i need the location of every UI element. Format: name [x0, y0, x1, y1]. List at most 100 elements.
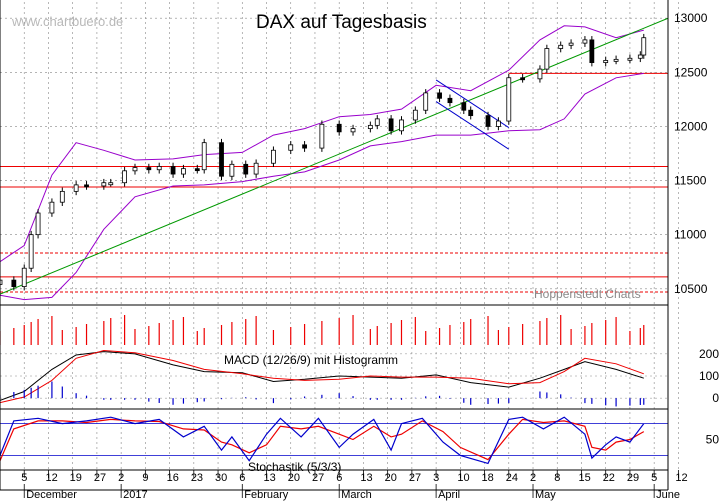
candle-body: [568, 42, 574, 46]
candle-body: [350, 128, 356, 133]
axes: 10500 11000 11500 12000 12500 13000 0 100 200 50 5…: [21, 11, 719, 501]
candle-body: [11, 279, 17, 288]
channel-line: [435, 79, 510, 128]
candle-body: [146, 167, 152, 171]
stochastic-k-line: [0, 416, 645, 465]
candle-body: [589, 39, 595, 64]
grid-lines: [0, 2, 679, 470]
candle-body: [537, 68, 543, 80]
x-day-label: 12: [45, 472, 57, 484]
macd-line: [0, 351, 644, 401]
x-day-label: 9: [142, 472, 148, 484]
x-day-label: 10: [457, 472, 469, 484]
macd-signal-line: [0, 349, 644, 404]
candle-body: [243, 163, 249, 175]
candle-body: [253, 162, 259, 175]
x-day-label: 6: [336, 472, 342, 484]
candle-body: [219, 142, 224, 177]
candle-body: [201, 142, 207, 171]
price-tick-label: 10500: [674, 282, 708, 296]
x-day-label: 3: [433, 472, 439, 484]
stochastic-panel: [0, 416, 668, 465]
x-day-label: 27: [94, 472, 106, 484]
candle-body: [423, 92, 429, 111]
candle-body: [170, 166, 176, 175]
stochastic-tick-label: 50: [706, 433, 720, 447]
price-tick-label: 12500: [674, 65, 708, 79]
month-label: March: [341, 489, 372, 501]
candle-body: [367, 124, 373, 130]
candle-body: [73, 184, 79, 192]
candle-body: [374, 118, 380, 126]
candle-body: [194, 168, 200, 172]
price-candles: [0, 33, 647, 291]
x-day-label: 13: [360, 472, 372, 484]
trend-line: [0, 17, 669, 295]
x-day-label: 8: [554, 472, 560, 484]
price-tick-label: 12000: [674, 119, 708, 133]
candle-body: [613, 58, 619, 62]
candle-body: [302, 144, 307, 149]
candle-body: [49, 201, 55, 214]
x-day-label: 16: [167, 472, 179, 484]
month-label: February: [244, 489, 289, 501]
candle-body: [447, 97, 453, 104]
macd-label: MACD (12/26/9) mit Histogramm: [224, 353, 398, 367]
candle-body: [627, 57, 633, 61]
macd-tick-label: 200: [699, 347, 719, 361]
month-label: June: [656, 489, 680, 501]
x-day-label: 2: [118, 472, 124, 484]
candle-body: [520, 77, 526, 81]
x-day-label: 27: [312, 472, 324, 484]
month-label: April: [438, 489, 460, 501]
candle-body: [399, 119, 404, 132]
candle-body: [506, 77, 512, 122]
channel-line: [435, 101, 510, 150]
chart-title: DAX auf Tagesbasis: [256, 12, 427, 33]
panel-frames: [0, 0, 669, 491]
x-day-label: 6: [239, 472, 245, 484]
macd-tick-label: 100: [699, 369, 719, 383]
candle-body: [181, 168, 186, 175]
x-day-label: 5: [21, 472, 27, 484]
x-day-label: 20: [288, 472, 300, 484]
macd-tick-label: 0: [712, 391, 719, 405]
candle-body: [582, 39, 588, 44]
source-label: Hoppenstedt Charts: [534, 287, 641, 301]
x-day-label: 19: [70, 472, 82, 484]
candle-body: [641, 37, 647, 56]
stochastic-d-line: [0, 418, 645, 461]
candle-body: [637, 54, 643, 59]
x-day-label: 5: [651, 472, 657, 484]
candle-body: [35, 212, 41, 236]
x-day-label: 23: [191, 472, 203, 484]
candle-body: [319, 123, 325, 149]
candle-body: [132, 167, 138, 172]
candle-body: [21, 267, 27, 288]
watermark: www.chartbuero.de: [11, 14, 123, 29]
candle-body: [485, 115, 491, 127]
x-day-label: 2: [530, 472, 536, 484]
candle-body: [271, 149, 276, 164]
candle-body: [288, 144, 294, 151]
candle-body: [437, 92, 442, 99]
candle-body: [84, 184, 89, 188]
candle-body: [122, 170, 128, 184]
candle-body: [336, 123, 342, 133]
stochastic-label: Stochastik (5/3/3): [248, 460, 341, 474]
month-label: May: [535, 489, 556, 501]
volume-bars: [0, 315, 645, 345]
bollinger-lower: [0, 72, 644, 301]
x-day-label: 22: [603, 472, 615, 484]
candle-body: [388, 118, 394, 132]
candle-body: [558, 44, 564, 49]
x-day-label: 20: [385, 472, 397, 484]
price-tick-label: 11500: [674, 174, 707, 188]
candle-body: [0, 279, 3, 285]
candle-body: [108, 182, 114, 186]
candle-body: [101, 182, 107, 187]
candle-body: [603, 60, 609, 64]
x-day-label: 27: [409, 472, 421, 484]
price-tick-label: 11000: [674, 228, 707, 242]
